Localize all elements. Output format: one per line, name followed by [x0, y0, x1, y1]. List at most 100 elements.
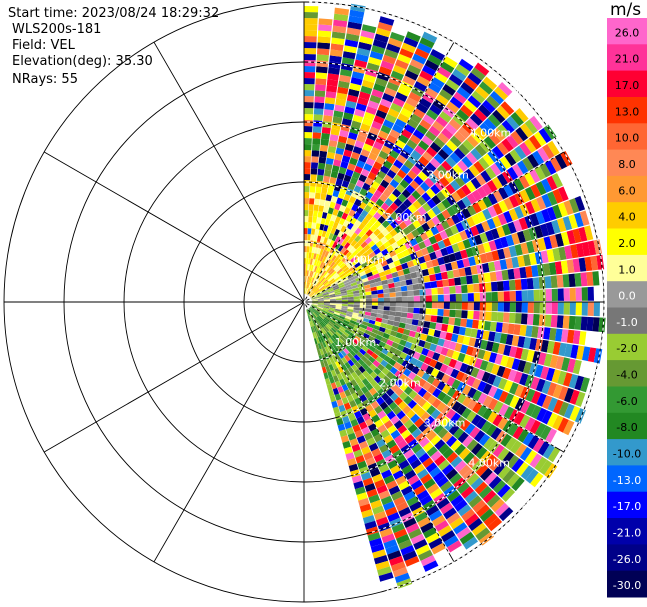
- velocity-gate: [369, 371, 378, 379]
- velocity-gate: [455, 302, 462, 310]
- velocity-gate: [342, 277, 349, 282]
- velocity-gate: [419, 37, 435, 49]
- velocity-gate: [344, 354, 351, 362]
- velocity-gate: [417, 206, 427, 216]
- velocity-gate: [360, 241, 368, 249]
- colorbar-segment: [607, 254, 647, 282]
- colorbar-tick-label: 4.0: [618, 211, 636, 224]
- velocity-gate: [503, 291, 510, 302]
- velocity-gate: [389, 31, 405, 42]
- velocity-gate: [441, 198, 452, 209]
- velocity-gate: [436, 497, 450, 510]
- velocity-gate: [340, 68, 353, 77]
- velocity-gate: [323, 280, 329, 286]
- velocity-gate: [357, 97, 369, 106]
- velocity-gate: [441, 530, 456, 543]
- velocity-gate: [403, 449, 415, 460]
- velocity-gate: [453, 147, 466, 160]
- velocity-gate: [568, 214, 578, 229]
- velocity-gate: [485, 292, 492, 302]
- velocity-gate: [326, 252, 332, 259]
- velocity-gate: [344, 446, 353, 455]
- velocity-gate: [398, 480, 410, 491]
- velocity-gate: [338, 237, 344, 245]
- velocity-gate: [321, 310, 328, 314]
- velocity-gate: [312, 144, 320, 151]
- velocity-gate: [442, 279, 450, 287]
- colorbar-tick-label: -6.0: [616, 395, 637, 408]
- velocity-gate: [551, 173, 563, 188]
- velocity-gate: [328, 330, 334, 337]
- velocity-gate: [336, 329, 343, 336]
- velocity-gate: [485, 341, 494, 352]
- velocity-gate: [415, 432, 426, 443]
- velocity-gate: [484, 454, 497, 468]
- velocity-gate: [310, 293, 316, 298]
- velocity-gate: [436, 191, 446, 202]
- velocity-gate: [337, 245, 344, 252]
- velocity-gate: [306, 252, 309, 259]
- velocity-gate: [536, 393, 547, 407]
- velocity-gate: [407, 302, 414, 308]
- velocity-gate: [352, 271, 360, 277]
- velocity-gate: [437, 391, 447, 402]
- velocity-gate: [383, 240, 391, 249]
- velocity-gate: [332, 272, 339, 278]
- velocity-gate: [413, 81, 428, 92]
- velocity-gate: [426, 245, 435, 254]
- velocity-gate: [376, 484, 388, 494]
- velocity-gate: [326, 258, 332, 265]
- velocity-gate: [552, 415, 564, 430]
- velocity-gate: [353, 185, 362, 194]
- velocity-gate: [363, 284, 371, 289]
- velocity-gate: [412, 219, 422, 229]
- velocity-gate: [328, 140, 338, 148]
- velocity-gate: [335, 307, 342, 310]
- velocity-gate: [343, 258, 350, 265]
- velocity-gate: [389, 292, 396, 298]
- velocity-gate: [328, 364, 335, 371]
- velocity-gate: [319, 285, 325, 291]
- velocity-gate: [578, 331, 587, 346]
- velocity-gate: [407, 474, 420, 486]
- velocity-gate: [369, 126, 380, 136]
- velocity-gate: [347, 263, 354, 269]
- velocity-gate: [558, 186, 569, 202]
- velocity-gate: [341, 292, 348, 296]
- velocity-gate: [529, 213, 540, 227]
- velocity-gate: [356, 160, 366, 169]
- velocity-gate: [359, 35, 374, 45]
- velocity-gate: [308, 204, 314, 211]
- velocity-gate: [557, 202, 568, 217]
- velocity-gate: [567, 358, 576, 373]
- velocity-gate: [440, 187, 451, 198]
- velocity-gate: [358, 154, 368, 163]
- velocity-gate: [389, 306, 396, 312]
- velocity-gate: [351, 475, 363, 484]
- velocity-gate: [487, 113, 501, 128]
- velocity-gate: [463, 99, 478, 113]
- velocity-gate: [308, 283, 312, 289]
- velocity-gate: [356, 134, 367, 143]
- velocity-gate: [366, 437, 376, 447]
- velocity-gate: [335, 243, 341, 250]
- velocity-gate: [306, 258, 309, 265]
- velocity-gate: [427, 54, 442, 66]
- velocity-gate: [335, 147, 345, 155]
- velocity-gate: [477, 199, 488, 211]
- velocity-gate: [317, 306, 323, 310]
- velocity-gate: [309, 314, 314, 321]
- velocity-gate: [364, 520, 377, 530]
- velocity-gate: [479, 532, 495, 546]
- velocity-gate: [316, 316, 322, 323]
- velocity-gate: [587, 347, 597, 363]
- velocity-gate: [312, 132, 322, 139]
- velocity-gate: [492, 480, 507, 494]
- velocity-gate: [380, 236, 388, 245]
- velocity-gate: [405, 31, 421, 43]
- velocity-gate: [333, 159, 342, 167]
- velocity-gate: [361, 261, 368, 268]
- velocity-gate: [308, 210, 314, 217]
- velocity-gate: [336, 302, 342, 304]
- velocity-gate: [421, 135, 433, 146]
